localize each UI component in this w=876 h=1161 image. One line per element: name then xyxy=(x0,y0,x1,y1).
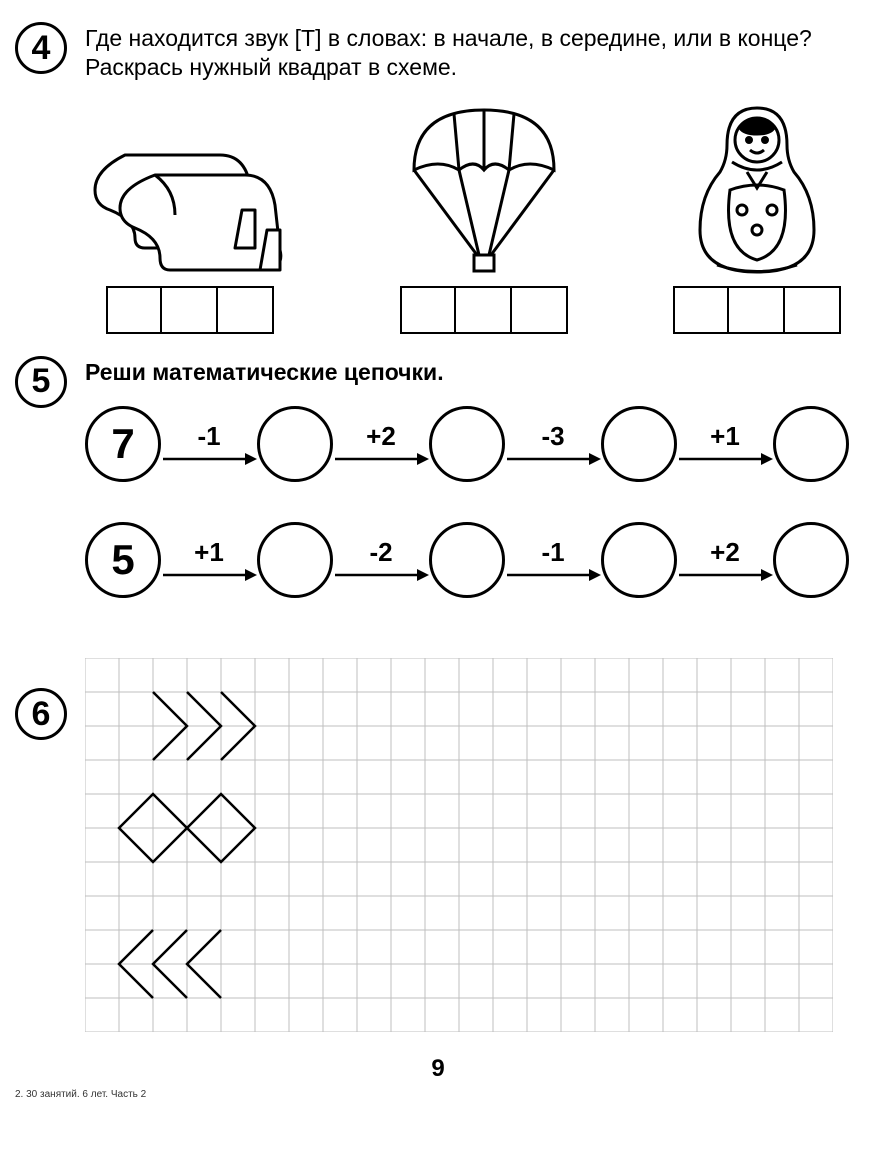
chain-answer-circle[interactable] xyxy=(773,522,849,598)
chain-answer-circle[interactable] xyxy=(257,406,333,482)
footer-text: 2. 30 занятий. 6 лет. Часть 2 xyxy=(15,1089,861,1100)
chain-answer-circle[interactable] xyxy=(429,406,505,482)
chain-operation: +2 xyxy=(366,421,396,452)
chain-operation: +2 xyxy=(710,537,740,568)
picture-shoes xyxy=(85,100,295,334)
task-5-instruction: Реши математические цепочки. xyxy=(85,358,861,387)
task-number-badge: 6 xyxy=(15,688,67,740)
chain-operation: -3 xyxy=(541,421,564,452)
chain-arrow: -1 xyxy=(161,421,257,468)
parachute-icon xyxy=(399,100,569,280)
task-5-body: Реши математические цепочки. 7 -1 +2 -3 +1 5 +… xyxy=(85,354,861,639)
answer-box[interactable] xyxy=(218,286,274,334)
math-chain: 5 +1 -2 -1 +2 xyxy=(85,522,861,598)
chain-operation: -1 xyxy=(197,421,220,452)
answer-box[interactable] xyxy=(106,286,162,334)
chain-operation: +1 xyxy=(194,537,224,568)
shoes-icon xyxy=(85,100,295,280)
task-6-body xyxy=(85,658,833,1037)
answer-box[interactable] xyxy=(512,286,568,334)
task-5: 5 Реши математические цепочки. 7 -1 +2 -3 +1… xyxy=(15,354,861,639)
task-number-badge: 5 xyxy=(15,356,67,408)
chain-operation: -1 xyxy=(541,537,564,568)
answer-boxes-shoes[interactable] xyxy=(106,286,274,334)
page-number: 9 xyxy=(15,1055,861,1083)
picture-matryoshka xyxy=(673,100,841,334)
task-6: 6 xyxy=(15,658,861,1037)
math-chains: 7 -1 +2 -3 +1 5 +1 -2 -1 +2 xyxy=(85,406,861,598)
answer-box[interactable] xyxy=(673,286,729,334)
answer-boxes-matryoshka[interactable] xyxy=(673,286,841,334)
chain-arrow: +2 xyxy=(677,537,773,584)
picture-parachute xyxy=(399,100,569,334)
chain-arrow: +1 xyxy=(677,421,773,468)
task-4: 4 Где находится звук [Т] в словах: в нач… xyxy=(15,20,861,334)
answer-box[interactable] xyxy=(785,286,841,334)
matryoshka-icon xyxy=(692,100,822,280)
chain-arrow: +1 xyxy=(161,537,257,584)
chain-start-circle: 5 xyxy=(85,522,161,598)
chain-answer-circle[interactable] xyxy=(601,406,677,482)
chain-arrow: -1 xyxy=(505,537,601,584)
answer-box[interactable] xyxy=(729,286,785,334)
chain-operation: -2 xyxy=(369,537,392,568)
answer-box[interactable] xyxy=(456,286,512,334)
pattern-grid[interactable] xyxy=(85,658,833,1032)
chain-answer-circle[interactable] xyxy=(773,406,849,482)
chain-answer-circle[interactable] xyxy=(429,522,505,598)
chain-arrow: -3 xyxy=(505,421,601,468)
chain-answer-circle[interactable] xyxy=(257,522,333,598)
task-4-pictures xyxy=(85,100,861,334)
chain-operation: +1 xyxy=(710,421,740,452)
task-4-body: Где находится звук [Т] в словах: в начал… xyxy=(85,20,861,334)
task-4-instruction: Где находится звук [Т] в словах: в начал… xyxy=(85,24,861,82)
answer-box[interactable] xyxy=(400,286,456,334)
math-chain: 7 -1 +2 -3 +1 xyxy=(85,406,861,482)
chain-arrow: +2 xyxy=(333,421,429,468)
chain-start-circle: 7 xyxy=(85,406,161,482)
answer-box[interactable] xyxy=(162,286,218,334)
chain-answer-circle[interactable] xyxy=(601,522,677,598)
chain-arrow: -2 xyxy=(333,537,429,584)
answer-boxes-parachute[interactable] xyxy=(400,286,568,334)
task-number-badge: 4 xyxy=(15,22,67,74)
